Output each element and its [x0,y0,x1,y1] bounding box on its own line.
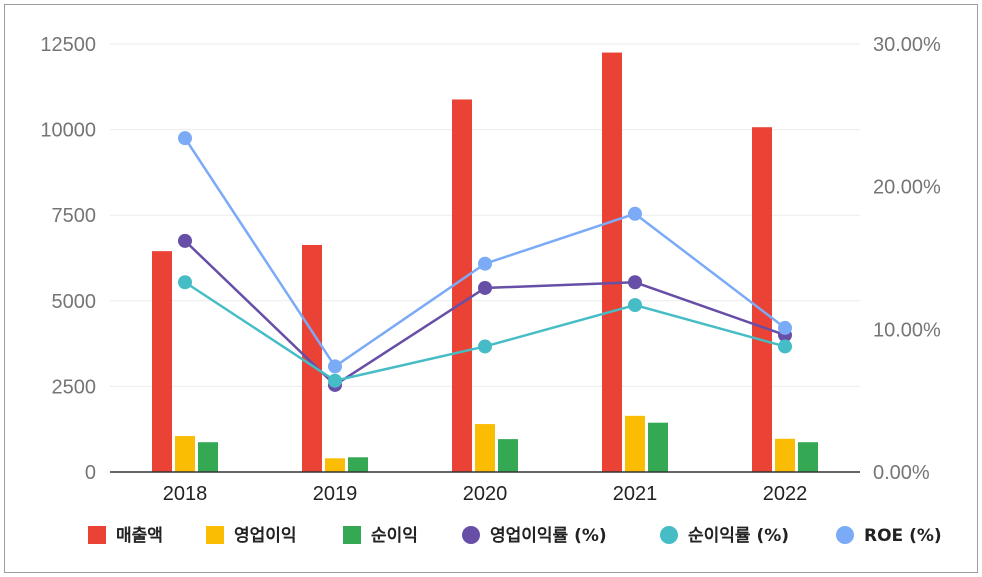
bar [625,415,645,472]
x-axis: 2018 2019 2020 2021 2022 [163,483,808,505]
series-point [178,275,192,290]
legend-label: 순이익 [371,526,418,546]
legend-label: ROE (%) [864,526,942,546]
series-point [628,298,642,313]
x-tick-label: 2020 [463,483,508,505]
bar [325,458,345,472]
y-left-tick-label: 5000 [52,291,97,313]
bar [348,457,368,472]
bar [452,99,472,472]
y-left-tick-label: 10000 [40,120,96,142]
bar [475,424,495,472]
y-axis-right: 0.00% 10.00% 20.00% 30.00% [873,34,941,484]
bar [798,442,818,472]
legend-swatch [836,526,854,544]
series-point [178,131,192,146]
bar [175,436,195,472]
bar [302,244,322,472]
legend-label: 매출액 [116,526,163,546]
legend-label: 영업이익 [234,526,297,546]
x-tick-label: 2018 [163,483,208,505]
legend-swatch [206,526,224,544]
series-point [778,339,792,354]
bar [602,52,622,473]
y-right-tick-label: 20.00% [873,177,941,199]
bar [498,439,518,472]
series-point [478,339,492,354]
series-point [478,256,492,271]
legend-swatch [88,526,106,544]
legend-swatch [660,526,678,544]
series-point [628,206,642,221]
series-point [778,320,792,335]
y-left-tick-label: 2500 [52,376,97,398]
legend: 매출액 영업이익 순이익 영업이익률 (%) 순이익률 (%) ROE (%) [88,526,942,546]
bar [152,251,172,472]
legend-swatch [343,526,361,544]
legend-label: 영업이익률 (%) [490,526,607,546]
y-left-tick-label: 0 [85,462,96,484]
line-group [178,131,792,392]
series-point [328,359,342,374]
y-left-tick-label: 12500 [40,34,96,56]
series-point [628,275,642,290]
series-point [328,373,342,388]
y-axis-left: 0 2500 5000 7500 10000 12500 [40,34,96,484]
bar [775,438,795,472]
legend-label: 순이익률 (%) [688,526,789,546]
x-tick-label: 2019 [313,483,358,505]
bar [752,127,772,473]
series-point [478,280,492,295]
x-tick-label: 2022 [763,483,808,505]
bar-group [152,52,818,473]
legend-swatch [462,526,480,544]
series-line [183,137,786,369]
series-point [178,233,192,248]
y-left-tick-label: 7500 [52,205,97,227]
y-right-tick-label: 0.00% [873,462,930,484]
y-right-tick-label: 30.00% [873,34,941,56]
bar [648,422,668,472]
series-line [184,281,786,383]
y-right-tick-label: 10.00% [873,319,941,341]
bar [198,442,218,472]
x-tick-label: 2021 [613,483,658,505]
